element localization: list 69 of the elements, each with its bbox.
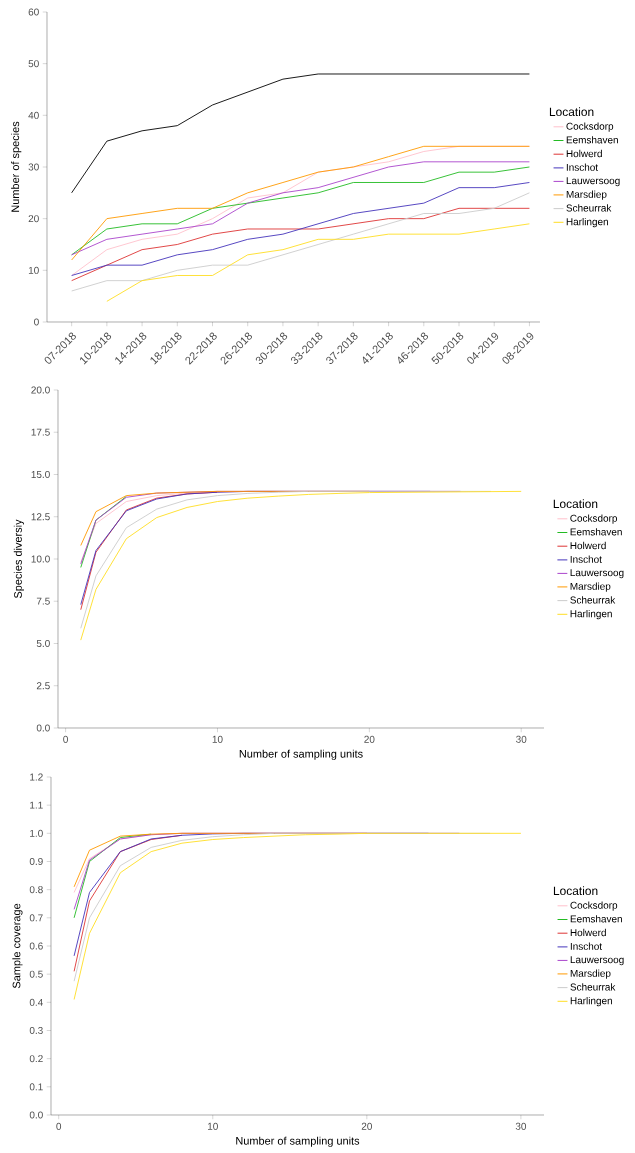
y-axis-title: Sample coverage	[12, 903, 23, 989]
y-tick-label: 10.0	[31, 555, 50, 563]
y-tick-label: 0.0	[29, 1111, 43, 1119]
y-tick-label: 2.5	[36, 682, 50, 690]
legend-label: Lauwersoog	[570, 569, 624, 579]
legend-label: Eemshaven	[566, 136, 618, 144]
legend-label: Scheurrak	[566, 204, 612, 212]
y-tick-label: 15.0	[31, 470, 50, 479]
legend-title: Location	[553, 886, 598, 896]
y-tick-label: 30	[28, 163, 39, 171]
legend-label: Holwerd	[570, 928, 606, 937]
x-tick-label: 20	[364, 735, 375, 743]
x-tick-label: 10	[212, 735, 223, 743]
x-tick-label: 10	[207, 1122, 218, 1130]
y-tick-label: 0.6	[29, 942, 43, 950]
y-tick-label: 60	[28, 8, 39, 16]
y-tick-label: 0.2	[29, 1055, 43, 1063]
y-tick-label: 17.5	[31, 428, 50, 436]
y-tick-label: 0.7	[29, 914, 43, 922]
legend-label: Lauwersoog	[566, 177, 620, 187]
x-tick-label: 30	[516, 735, 527, 743]
y-tick-label: 20	[28, 215, 39, 223]
legend-label: Harlingen	[570, 609, 612, 620]
y-tick-label: 0	[34, 318, 39, 326]
legend-label: Marsdiep	[570, 582, 611, 592]
legend-label: Cocksdorp	[570, 514, 618, 524]
legend-label: Eemshaven	[570, 528, 622, 536]
y-tick-label: 7.5	[36, 597, 50, 605]
x-tick-label: 0	[63, 735, 68, 743]
x-tick-label: 0	[56, 1122, 62, 1130]
legend-label: Lauwersoog	[570, 956, 624, 966]
x-axis-title: Number of sampling units	[236, 1136, 360, 1147]
legend-label: Inschot	[570, 555, 602, 563]
legend-title: Location	[549, 107, 594, 117]
y-tick-label: 50	[28, 60, 39, 68]
y-tick-label: 40	[28, 111, 39, 119]
legend-label: Marsdiep	[570, 969, 611, 979]
legend-label: Inschot	[570, 942, 603, 950]
legend-label: Scheurrak	[570, 983, 616, 991]
legend-label: Scheurrak	[570, 596, 616, 604]
y-axis-title: Species diversiy	[13, 519, 24, 599]
y-tick-label: 0.9	[29, 857, 43, 866]
legend-label: Inschot	[566, 163, 599, 171]
y-axis-title: Number of species	[11, 121, 22, 212]
legend-label: Cocksdorp	[566, 122, 614, 132]
legend-label: Marsdiep	[566, 190, 607, 200]
legend-label: Cocksdorp	[570, 901, 618, 911]
x-tick-label: 30	[515, 1122, 527, 1130]
legend-label: Harlingen	[570, 996, 612, 1007]
y-tick-label: 0.3	[29, 1026, 43, 1035]
y-tick-label: 0.8	[29, 886, 43, 894]
legend-label: Holwerd	[570, 541, 606, 550]
y-tick-label: 0.5	[29, 970, 43, 978]
x-axis-title: Number of sampling units	[239, 749, 363, 760]
y-tick-label: 1.2	[30, 773, 43, 781]
y-tick-label: 0.4	[29, 998, 43, 1006]
y-tick-label: 0.1	[29, 1083, 43, 1091]
y-tick-label: 10	[28, 266, 39, 274]
y-tick-label: 5.0	[36, 639, 50, 648]
y-tick-label: 1.1	[30, 801, 43, 809]
legend-label: Holwerd	[566, 149, 602, 158]
y-tick-label: 12.5	[31, 513, 50, 521]
y-tick-label: 0.0	[36, 724, 50, 732]
legend-label: Harlingen	[566, 217, 608, 228]
y-tick-label: 20.0	[31, 386, 50, 394]
legend-title: Location	[553, 499, 598, 509]
legend-label: Eemshaven	[570, 915, 622, 923]
y-tick-label: 1.0	[30, 829, 43, 837]
x-tick-label: 20	[361, 1122, 372, 1130]
